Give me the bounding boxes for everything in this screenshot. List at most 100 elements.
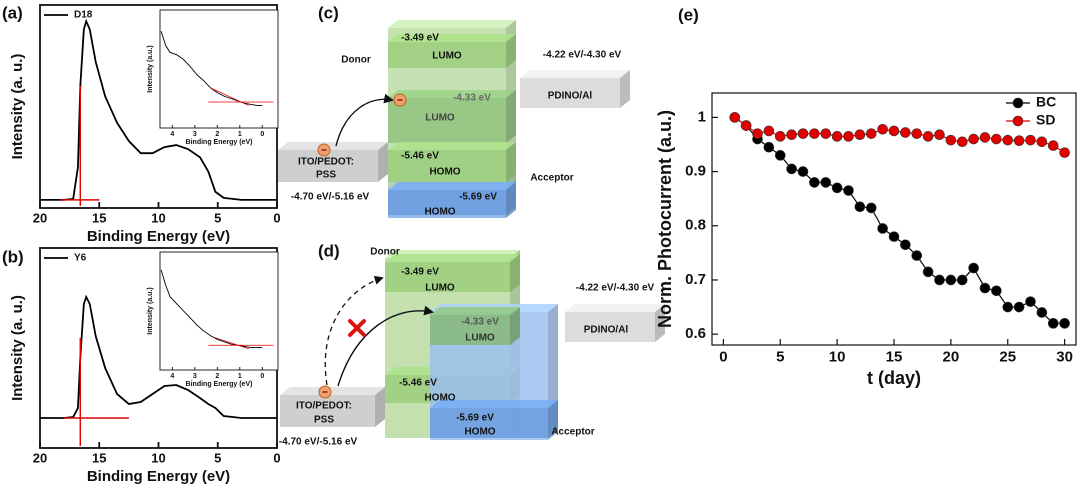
data-point	[979, 282, 991, 294]
block-front	[388, 190, 506, 215]
block-top	[388, 142, 516, 150]
panel-label: (c)	[318, 3, 339, 22]
block-top	[388, 34, 516, 42]
legend-marker	[1012, 97, 1024, 109]
x-tick-label: 10	[829, 349, 846, 366]
diagram-label: -3.49 eV	[401, 267, 439, 278]
block-side	[506, 182, 516, 215]
block-front	[385, 262, 510, 292]
x-tick-label: 20	[33, 450, 47, 465]
panel-label: (a)	[2, 3, 23, 22]
data-point	[831, 182, 843, 194]
series-line	[160, 31, 263, 107]
y-tick-label: 0.8	[685, 217, 706, 234]
y-axis-label: Norm. Photocurrent (a.u.)	[655, 110, 675, 328]
block-top	[280, 387, 385, 395]
x-tick-label: 15	[886, 349, 903, 366]
data-point	[1036, 136, 1048, 148]
x-tick-label: 5	[214, 210, 221, 225]
data-point	[740, 120, 752, 131]
block-front	[278, 150, 378, 182]
data-point	[900, 239, 911, 251]
data-point	[922, 266, 934, 278]
data-point	[1059, 318, 1070, 329]
arrow-dashed	[324, 275, 384, 386]
block-side	[510, 307, 520, 345]
x-tick-label: 0	[273, 210, 280, 225]
diagram-label: PDINO/Al	[548, 91, 593, 102]
x-tick-label: 15	[92, 450, 106, 465]
data-point	[900, 127, 911, 138]
diagram-label: -4.33 eV	[453, 93, 491, 104]
data-point	[1002, 301, 1014, 313]
block-side	[506, 90, 516, 143]
data-point	[968, 262, 979, 274]
x-tick-label: 1	[238, 373, 242, 380]
block-side	[655, 304, 665, 342]
series-line	[40, 294, 277, 419]
diagram-label: Acceptor	[551, 427, 594, 438]
y-tick-label: 0.9	[685, 163, 706, 180]
x-tick-label: 4	[170, 131, 174, 138]
block-top	[430, 400, 558, 408]
block-front	[565, 312, 655, 342]
data-point	[877, 223, 888, 234]
data-point	[991, 133, 1002, 145]
data-point	[1036, 307, 1048, 318]
data-point	[1047, 140, 1059, 151]
block-front	[280, 395, 375, 427]
block-front	[388, 98, 506, 143]
diagram-label: HOMO	[424, 207, 455, 218]
diagram-label: -4.22 eV/-4.30 eV	[576, 283, 655, 294]
block-side	[506, 34, 516, 68]
diagram-label: PDINO/Al	[584, 325, 629, 336]
data-point	[1025, 134, 1036, 146]
x-axis-label: Binding Energy (eV)	[186, 139, 253, 146]
legend-label: Y6	[74, 253, 87, 264]
data-point	[809, 128, 820, 139]
data-point	[820, 128, 832, 139]
series-line	[40, 18, 277, 201]
panel-label: (b)	[2, 247, 24, 266]
data-point	[968, 133, 979, 145]
x-tick-label: 3	[193, 373, 197, 380]
data-point	[991, 285, 1002, 297]
data-point	[774, 150, 786, 161]
arrow	[335, 93, 394, 147]
legend-label: SD	[1036, 112, 1055, 128]
legend-marker	[1012, 115, 1024, 127]
diagrams: Donor Acceptor -3.49 eV LUMO -4.33 eV LUMO -5.…	[278, 20, 665, 448]
diagram-label: -3.49 eV	[401, 33, 439, 44]
x-tick-label: 0	[260, 373, 264, 380]
data-point	[911, 250, 923, 261]
data-point	[843, 185, 854, 196]
x-tick-label: 3	[193, 131, 197, 138]
block-side	[510, 254, 520, 292]
data-point	[1002, 134, 1014, 146]
diagram-label: LUMO	[425, 113, 455, 124]
block-front	[388, 42, 506, 68]
data-point	[843, 131, 854, 142]
data-point	[979, 132, 991, 143]
plot-frame	[159, 251, 279, 371]
y-tick-label: 0.7	[685, 271, 706, 288]
data-point	[911, 128, 923, 139]
x-tick-label: 0	[273, 450, 280, 465]
x-tick-label: 20	[33, 210, 47, 225]
diagram-label: PSS	[314, 415, 334, 426]
x-tick-label: 2	[215, 373, 219, 380]
x-tick-label: 10	[151, 450, 165, 465]
block-top	[385, 254, 520, 262]
x-tick-label: 10	[151, 210, 165, 225]
diagram-label: Acceptor	[530, 173, 573, 184]
data-point	[786, 163, 797, 175]
block-front	[430, 315, 510, 345]
data-point	[797, 166, 809, 177]
blocked-mark	[348, 319, 366, 337]
x-tick-label: 15	[92, 210, 106, 225]
block-side	[620, 70, 630, 108]
y-axis-label: Intensity (a.u.)	[147, 287, 154, 334]
diagram-label: HOMO	[424, 393, 455, 404]
diagram-label: -4.70 eV/-5.16 eV	[291, 192, 370, 203]
